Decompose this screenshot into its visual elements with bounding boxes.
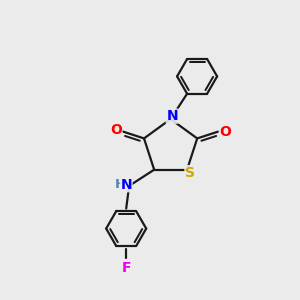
Text: H: H	[115, 178, 126, 191]
Text: F: F	[122, 261, 131, 275]
Text: N: N	[120, 178, 132, 192]
Text: O: O	[110, 123, 122, 137]
Text: S: S	[185, 166, 195, 180]
Text: O: O	[219, 125, 231, 139]
Text: N: N	[166, 109, 178, 123]
